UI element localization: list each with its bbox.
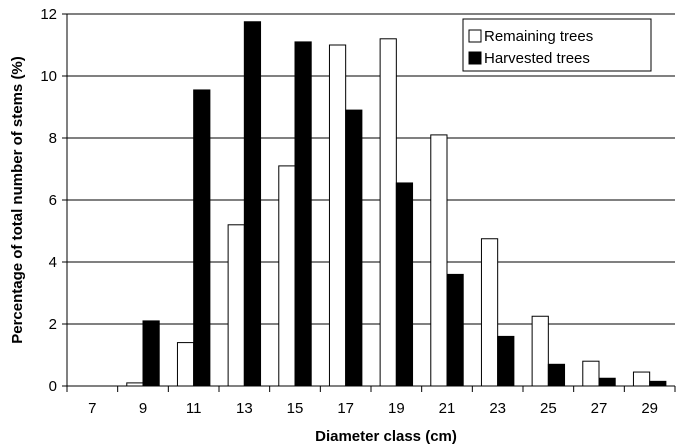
x-tick-label: 23 (489, 400, 506, 417)
bar-harvested-25 (547, 363, 566, 387)
y-tick-label: 0 (49, 378, 57, 395)
x-tick-label: 7 (88, 400, 96, 417)
bar-remaining-27 (582, 360, 600, 387)
bar-harvested-19 (395, 182, 414, 387)
bar-remaining-21 (430, 134, 448, 387)
x-tick-label: 29 (641, 400, 658, 417)
y-tick-labels: 0 2 4 6 8 10 12 (40, 6, 67, 395)
y-tick-label: 6 (49, 192, 57, 209)
bar-harvested-29 (649, 380, 667, 387)
x-tick-label: 21 (439, 400, 456, 417)
legend: Remaining trees Harvested trees (462, 18, 652, 72)
bar-remaining-23 (480, 238, 499, 387)
bar-harvested-11 (193, 89, 211, 387)
bar-harvested-27 (598, 377, 616, 387)
y-tick-label: 4 (49, 254, 57, 271)
bar-harvested-23 (497, 335, 515, 387)
legend-swatch-remaining (468, 29, 482, 43)
y-tick-label: 10 (40, 68, 57, 85)
x-tick-label: 15 (287, 400, 304, 417)
bars (126, 21, 667, 387)
bar-remaining-13 (227, 224, 245, 387)
x-tick-label: 25 (540, 400, 557, 417)
y-tick-label: 2 (49, 316, 57, 333)
bar-remaining-25 (531, 315, 549, 387)
bar-harvested-17 (345, 109, 363, 387)
x-tick-label: 9 (139, 400, 147, 417)
legend-box (462, 18, 652, 72)
legend-swatch-harvested (468, 51, 482, 65)
bar-remaining-11 (176, 342, 195, 387)
bar-remaining-29 (632, 371, 651, 387)
legend-label-harvested: Harvested trees (484, 50, 590, 67)
y-tick-label: 12 (40, 6, 57, 23)
bar-remaining-17 (328, 44, 347, 387)
grid-lines (67, 13, 675, 325)
x-tick-label: 11 (186, 400, 202, 417)
x-tick-label: 17 (337, 400, 354, 417)
y-tick-label: 8 (49, 130, 57, 147)
bar-harvested-21 (446, 273, 464, 387)
bar-harvested-15 (294, 41, 312, 387)
x-axis-title: Diameter class (cm) (315, 428, 457, 445)
bar-remaining-19 (379, 38, 397, 387)
x-tick-labels: 7 9 11 13 15 17 19 21 23 25 27 29 (66, 386, 676, 417)
x-tick-label: 13 (236, 400, 253, 417)
x-tick-label: 19 (388, 400, 405, 417)
bar-remaining-15 (278, 165, 296, 387)
bar-harvested-9 (142, 320, 160, 387)
bar-harvested-13 (243, 21, 262, 387)
y-axis-title: Percentage of total number of stems (%) (9, 56, 26, 344)
legend-label-remaining: Remaining trees (484, 28, 593, 45)
x-tick-label: 27 (591, 400, 608, 417)
